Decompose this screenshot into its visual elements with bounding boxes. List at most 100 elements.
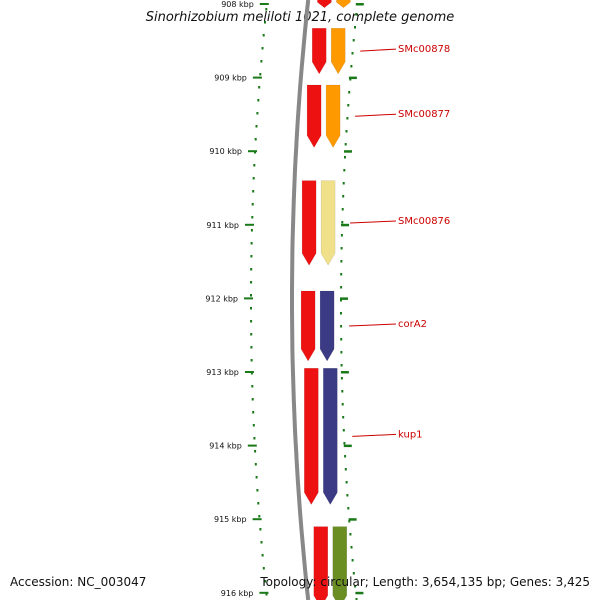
grid-dot-right xyxy=(344,468,347,471)
grid-dot-right xyxy=(340,286,343,289)
axis-tick-mark xyxy=(259,3,269,5)
axis-tick-mark-right xyxy=(355,591,364,595)
grid-dot-left xyxy=(250,333,253,336)
gene-label-line xyxy=(350,220,397,224)
axis-tick-label: 916 kbp xyxy=(221,589,254,598)
grid-dot-right xyxy=(351,559,354,562)
grid-dot-left xyxy=(251,385,254,388)
grid-dot-right xyxy=(344,455,347,458)
grid-dot-right xyxy=(342,182,345,185)
axis-tick-mark-right xyxy=(340,371,349,374)
cds-arrow xyxy=(313,526,329,600)
axis-tick-mark-right xyxy=(348,76,357,80)
grid-dot-right xyxy=(350,65,353,68)
grid-dot-right xyxy=(341,403,344,406)
grid-dot-right xyxy=(342,195,345,198)
grid-dot-right xyxy=(340,247,343,250)
grid-dot-right xyxy=(354,26,356,29)
grid-dot-left xyxy=(250,242,253,245)
axis-tick-mark xyxy=(259,591,269,594)
cds-arrow xyxy=(311,28,327,75)
gene-label: SMc00878 xyxy=(398,44,450,55)
grid-dot-right xyxy=(342,429,345,432)
axis-tick-label: 910 kbp xyxy=(209,147,242,156)
axis-tick-mark xyxy=(252,518,262,521)
grid-dot-right xyxy=(348,520,351,523)
grid-dot-left xyxy=(250,307,252,310)
cds-arrow xyxy=(301,180,317,266)
gene-arrow xyxy=(325,84,341,148)
grid-dot-right xyxy=(340,338,343,341)
grid-dot-right xyxy=(340,234,343,237)
grid-dot-left xyxy=(258,515,261,518)
grid-dot-left xyxy=(250,281,253,284)
grid-dot-left xyxy=(253,437,256,440)
axis-tick-label: 909 kbp xyxy=(214,74,247,83)
grid-dot-right xyxy=(340,299,342,302)
grid-dot-right xyxy=(342,416,345,419)
axis-tick-mark-right xyxy=(343,444,352,448)
grid-dot-left xyxy=(250,229,253,232)
grid-dot-left xyxy=(250,372,253,375)
gene-label-line xyxy=(349,323,397,327)
axis-tick-mark xyxy=(244,371,254,373)
grid-dot-right xyxy=(349,533,352,536)
grid-dot-right xyxy=(352,39,355,42)
grid-dot-left xyxy=(258,86,261,89)
grid-dot-right xyxy=(355,598,358,600)
grid-dot-left xyxy=(251,203,254,206)
grid-dot-left xyxy=(254,138,257,141)
gene-labels: SMc00878 SMc00877 SMc00876 corA2 kup1 xyxy=(349,44,450,440)
grid-dot-left xyxy=(250,346,253,349)
grid-dot-right xyxy=(340,377,343,380)
grid-dot-right xyxy=(347,104,350,107)
axis-tick-mark xyxy=(248,150,257,153)
grid-dot-right xyxy=(349,78,352,81)
gene-label: kup1 xyxy=(398,429,423,440)
axis-tick-mark-right xyxy=(344,150,352,153)
grid-dot-right xyxy=(351,52,354,55)
axis-tick-mark-right xyxy=(340,297,348,300)
grid-dot-left xyxy=(262,34,265,37)
grid-dot-left xyxy=(257,99,260,102)
grid-dot-left xyxy=(250,268,253,271)
topology-text: Topology: circular; Length: 3,654,135 bp… xyxy=(260,575,590,589)
grid-dot-left xyxy=(253,164,256,167)
axis-tick-mark xyxy=(247,444,257,447)
grid-dot-left xyxy=(265,8,268,11)
axis-tick-mark xyxy=(252,76,262,79)
grid-dot-left xyxy=(254,151,256,154)
axis-ticks: 908 kbp 909 kbp 910 kbp 911 kbp 912 kbp 913 k… xyxy=(205,0,364,598)
grid-dot-left xyxy=(255,125,258,128)
grid-dot-left xyxy=(257,502,260,505)
grid-dot-right xyxy=(340,364,343,367)
axis-tick-mark-right xyxy=(341,223,349,227)
grid-dot-right xyxy=(345,130,348,133)
axis-tick-mark-right xyxy=(348,518,357,521)
grid-dot-left xyxy=(254,463,257,466)
grid-dot-left xyxy=(250,320,253,323)
grid-dot-left xyxy=(256,489,259,492)
grid-dot-right xyxy=(340,351,343,354)
gene-arrow xyxy=(323,368,338,505)
gene-arrow xyxy=(336,0,351,9)
grid-dot-right xyxy=(340,312,342,315)
grid-dot-left xyxy=(260,541,263,544)
gene-label-line xyxy=(355,113,397,117)
grid-dot-left xyxy=(252,190,255,193)
grid-dots xyxy=(250,8,358,600)
grid-dot-left xyxy=(252,177,255,180)
grid-dot-left xyxy=(250,359,253,362)
axis-tick-mark xyxy=(245,223,254,226)
axis-tick-label: 914 kbp xyxy=(209,442,242,451)
grid-dot-right xyxy=(343,442,346,445)
grid-dot-left xyxy=(250,294,252,297)
axis-tick-label: 908 kbp xyxy=(221,0,254,9)
grid-dot-right xyxy=(347,507,350,510)
gene-arrow xyxy=(332,526,348,600)
accession-text: Accession: NC_003047 xyxy=(10,575,147,589)
grid-dot-right xyxy=(340,260,343,263)
axis-tick-label: 915 kbp xyxy=(214,515,247,524)
grid-dot-right xyxy=(344,156,346,159)
